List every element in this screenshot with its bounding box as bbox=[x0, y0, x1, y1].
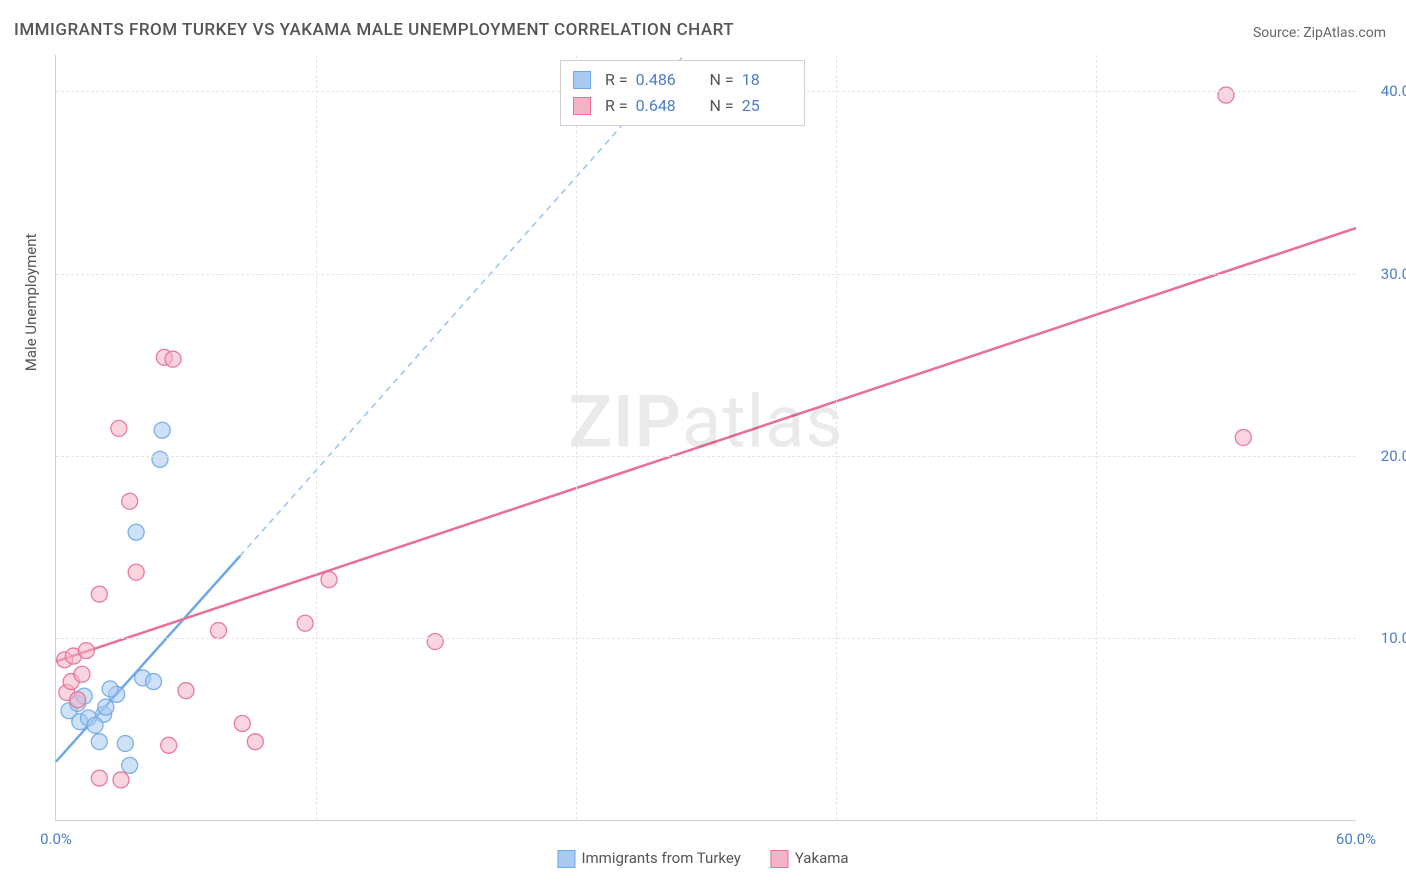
yakama-point bbox=[122, 493, 138, 509]
yakama-point bbox=[1235, 430, 1251, 446]
yakama-point bbox=[427, 634, 443, 650]
yakama-point bbox=[74, 666, 90, 682]
gridline-vertical bbox=[316, 55, 317, 820]
legend-label: Immigrants from Turkey bbox=[581, 849, 740, 867]
turkey-point bbox=[146, 674, 162, 690]
gridline-horizontal bbox=[56, 638, 1356, 639]
y-tick-label: 30.0% bbox=[1366, 265, 1406, 283]
r-value: 0.648 bbox=[636, 93, 686, 119]
chart-container: IMMIGRANTS FROM TURKEY VS YAKAMA MALE UN… bbox=[0, 0, 1406, 892]
x-tick-label: 60.0% bbox=[1336, 830, 1376, 848]
yakama-point bbox=[321, 572, 337, 588]
legend-item: Yakama bbox=[771, 849, 849, 868]
stats-legend-box: R = 0.486 N = 18R = 0.648 N = 25 bbox=[560, 60, 805, 126]
turkey-point bbox=[128, 524, 144, 540]
gridline-vertical bbox=[1096, 55, 1097, 820]
legend-bottom: Immigrants from Turkey Yakama bbox=[557, 849, 848, 868]
n-value: 18 bbox=[742, 67, 792, 93]
legend-label: Yakama bbox=[795, 849, 849, 867]
turkey-point bbox=[91, 734, 107, 750]
turkey-trendline-dashed bbox=[240, 55, 684, 556]
turkey-point bbox=[122, 757, 138, 773]
turkey-point bbox=[87, 717, 103, 733]
yakama-point bbox=[113, 772, 129, 788]
gridline-horizontal bbox=[56, 274, 1356, 275]
legend-swatch bbox=[771, 850, 789, 868]
yakama-point bbox=[178, 683, 194, 699]
y-axis-label: Male Unemployment bbox=[22, 234, 40, 372]
legend-swatch bbox=[557, 850, 575, 868]
chart-title: IMMIGRANTS FROM TURKEY VS YAKAMA MALE UN… bbox=[14, 20, 734, 40]
yakama-point bbox=[78, 643, 94, 659]
gridline-vertical bbox=[576, 55, 577, 820]
turkey-point bbox=[117, 736, 133, 752]
yakama-point bbox=[234, 715, 250, 731]
r-value: 0.486 bbox=[636, 67, 686, 93]
n-value: 25 bbox=[742, 93, 792, 119]
stats-row-yakama: R = 0.648 N = 25 bbox=[573, 93, 792, 119]
y-tick-label: 10.0% bbox=[1366, 629, 1406, 647]
y-tick-label: 20.0% bbox=[1366, 447, 1406, 465]
turkey-point bbox=[102, 681, 118, 697]
yakama-point bbox=[1218, 87, 1234, 103]
yakama-point bbox=[91, 586, 107, 602]
yakama-point bbox=[297, 615, 313, 631]
turkey-point bbox=[154, 422, 170, 438]
yakama-point bbox=[165, 351, 181, 367]
turkey-point bbox=[98, 699, 114, 715]
stats-row-turkey: R = 0.486 N = 18 bbox=[573, 67, 792, 93]
legend-item: Immigrants from Turkey bbox=[557, 849, 740, 868]
yakama-point bbox=[211, 623, 227, 639]
x-tick-label: 0.0% bbox=[40, 830, 72, 848]
plot-svg bbox=[56, 55, 1356, 820]
turkey-swatch bbox=[573, 71, 591, 89]
yakama-point bbox=[111, 420, 127, 436]
yakama-point bbox=[91, 770, 107, 786]
plot-area: ZIPatlas 10.0%20.0%30.0%40.0%0.0%60.0% bbox=[55, 55, 1356, 821]
gridline-horizontal bbox=[56, 456, 1356, 457]
yakama-point bbox=[247, 734, 263, 750]
source-attribution: Source: ZipAtlas.com bbox=[1253, 25, 1386, 41]
r-label: R = bbox=[605, 93, 628, 119]
r-label: R = bbox=[605, 67, 628, 93]
turkey-point bbox=[152, 451, 168, 467]
yakama-point bbox=[161, 737, 177, 753]
y-tick-label: 40.0% bbox=[1366, 82, 1406, 100]
yakama-point bbox=[70, 692, 86, 708]
yakama-point bbox=[128, 564, 144, 580]
gridline-vertical bbox=[836, 55, 837, 820]
yakama-swatch bbox=[573, 97, 591, 115]
yakama-trendline bbox=[56, 228, 1356, 662]
n-label: N = bbox=[710, 67, 734, 93]
n-label: N = bbox=[710, 93, 734, 119]
